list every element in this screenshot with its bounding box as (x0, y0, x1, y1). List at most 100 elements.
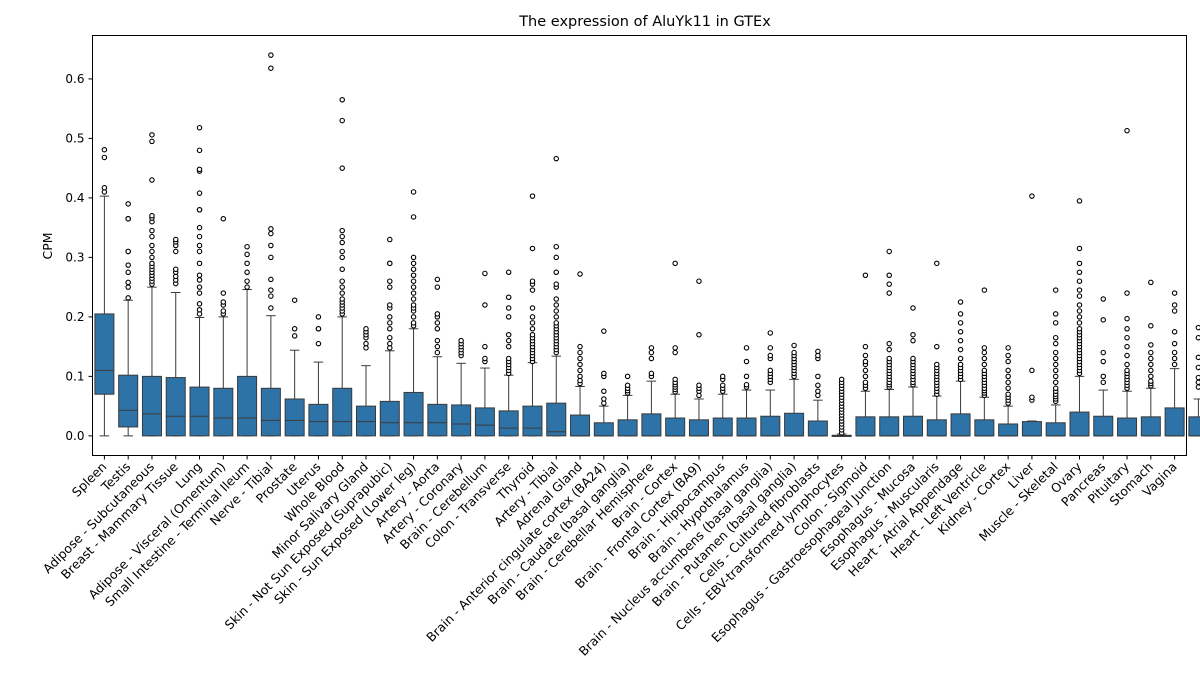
outlier-point (1076, 269, 1083, 276)
box-5 (189, 124, 210, 437)
outlier-point (672, 376, 678, 383)
outlier-point (196, 272, 203, 278)
outlier-point (291, 297, 298, 303)
outlier-point (553, 269, 560, 276)
iqr-box (879, 416, 900, 437)
outlier-point (1029, 394, 1035, 400)
outlier-point (577, 349, 583, 356)
outlier-point (601, 396, 607, 402)
outlier-point (172, 266, 179, 273)
outlier-point (1171, 340, 1178, 347)
outlier-point (268, 230, 274, 237)
outlier-point (1148, 279, 1154, 286)
outlier-point (1124, 352, 1130, 359)
iqr-box (118, 374, 139, 428)
outlier-point (672, 349, 678, 356)
outlier-point (1005, 358, 1011, 365)
box-36 (926, 260, 947, 437)
outlier-point (339, 165, 345, 171)
outlier-point (244, 269, 250, 276)
box-6 (213, 215, 234, 437)
outlier-point (1052, 320, 1059, 326)
outlier-point (1005, 391, 1011, 397)
iqr-box (1117, 417, 1138, 437)
outlier-point (220, 308, 227, 314)
outlier-point (1124, 326, 1130, 332)
box-29 (760, 330, 781, 437)
outlier-point (125, 201, 131, 207)
outlier-point (529, 287, 536, 293)
outlier-point (981, 345, 988, 351)
y-tick-label: 0.6 (65, 72, 84, 86)
outlier-point (268, 226, 274, 232)
outlier-point (196, 248, 203, 255)
outlier-point (410, 260, 417, 267)
outlier-point (387, 236, 393, 243)
iqr-box (379, 400, 400, 437)
outlier-point (624, 382, 631, 389)
outlier-point (719, 373, 726, 380)
iqr-box (189, 386, 210, 437)
box-1 (94, 146, 115, 437)
iqr-box (902, 415, 924, 437)
outlier-point (505, 337, 512, 344)
plot-frame (92, 35, 1187, 456)
outlier-point (862, 379, 869, 386)
iqr-box (784, 412, 805, 437)
outlier-point (553, 243, 560, 250)
box-27 (712, 373, 733, 437)
outlier-point (196, 242, 203, 249)
outlier-point (981, 361, 988, 368)
outlier-point (648, 370, 655, 377)
outlier-point (1005, 385, 1011, 392)
outlier-point (196, 207, 203, 213)
outlier-point (196, 290, 203, 296)
outlier-point (815, 348, 821, 355)
outlier-point (196, 301, 203, 307)
outlier-point (529, 193, 536, 199)
outlier-point (410, 296, 417, 302)
outlier-point (482, 343, 488, 350)
outlier-point (601, 370, 607, 377)
outlier-point (434, 320, 441, 326)
iqr-box (1188, 416, 1200, 437)
outlier-point (529, 245, 536, 252)
outlier-point (934, 343, 940, 350)
outlier-point (934, 260, 940, 267)
outlier-point (957, 346, 964, 353)
outlier-point (244, 260, 250, 267)
box-16 (451, 337, 472, 437)
outlier-point (815, 382, 821, 389)
outlier-point (1029, 367, 1035, 374)
outlier-point (1005, 352, 1011, 359)
outlier-point (1052, 361, 1059, 368)
iqr-box (474, 407, 495, 437)
outlier-point (149, 254, 155, 261)
outlier-point (172, 248, 179, 255)
outlier-point (767, 345, 774, 351)
outlier-point (743, 358, 750, 365)
box-45 (1140, 279, 1161, 437)
outlier-point (1029, 193, 1035, 199)
outlier-point (1124, 127, 1130, 134)
outlier-point (196, 224, 203, 231)
outlier-point (1052, 334, 1059, 341)
outlier-point (1148, 342, 1154, 348)
outlier-point (196, 277, 203, 283)
outlier-point (268, 254, 274, 261)
outlier-point (387, 260, 393, 267)
outlier-point (886, 346, 892, 353)
outlier-point (553, 302, 560, 308)
y-tick-label: 0.2 (65, 310, 84, 324)
outlier-point (1171, 308, 1178, 314)
outlier-point (577, 361, 583, 368)
outlier-point (934, 361, 940, 368)
outlier-point (482, 355, 488, 362)
outlier-point (1124, 361, 1130, 368)
iqr-box (546, 402, 567, 437)
outlier-point (268, 287, 274, 293)
outlier-point (981, 287, 988, 293)
outlier-point (410, 254, 417, 261)
iqr-box (308, 403, 329, 437)
box-26 (688, 278, 709, 437)
